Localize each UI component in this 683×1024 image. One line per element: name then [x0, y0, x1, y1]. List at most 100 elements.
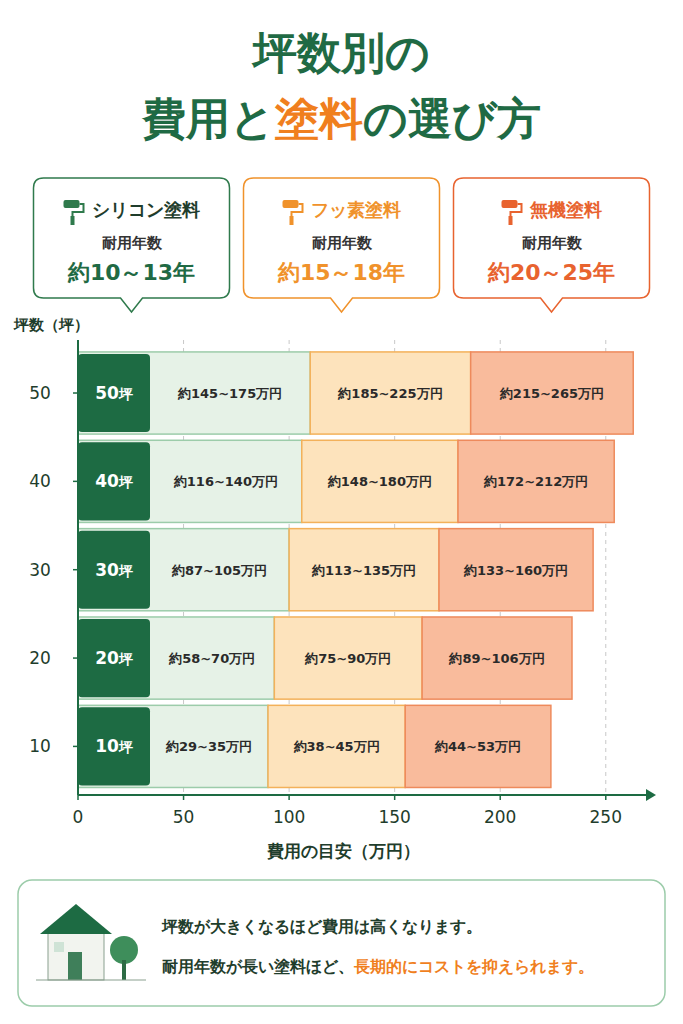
- roller-icon: [283, 200, 299, 208]
- bar-segment: [78, 705, 268, 787]
- segment-label: 約89~106万円: [448, 651, 544, 666]
- category-box: [78, 442, 150, 520]
- x-tick: [77, 795, 79, 800]
- roller-icon: [292, 204, 303, 216]
- text-span: 坪: [118, 474, 133, 490]
- bar-segment: [439, 529, 593, 611]
- roller-icon: [73, 204, 84, 216]
- category-label: 20坪: [95, 648, 133, 668]
- bar-segment: [289, 529, 439, 611]
- segment-label: 約148~180万円: [327, 474, 432, 489]
- segment-label: 約133~160万円: [463, 563, 568, 578]
- x-tick: [183, 795, 185, 800]
- segment-label: 約185~225万円: [337, 386, 442, 401]
- segment-label: 約87~105万円: [171, 563, 267, 578]
- legend-durability: 約15～18年: [277, 260, 405, 285]
- bar-segment: [78, 440, 302, 522]
- house-icon: [40, 904, 112, 934]
- bar-segment: [310, 352, 470, 434]
- segment-label: 約38~45万円: [293, 739, 380, 754]
- x-tick: [605, 795, 607, 800]
- category-box: [78, 707, 150, 785]
- segment-label: 約172~212万円: [483, 474, 588, 489]
- x-axis: [78, 794, 648, 796]
- bar-segment: [268, 705, 405, 787]
- x-tick: [394, 795, 396, 800]
- bar-segment: [78, 352, 310, 434]
- text-span: 坪: [118, 651, 133, 667]
- bar-segment: [274, 617, 422, 699]
- y-tick-label: 50: [29, 383, 51, 403]
- roller-icon: [509, 216, 513, 225]
- category-box: [78, 354, 150, 432]
- x-tick-label: 150: [378, 807, 410, 827]
- legend-card: フッ素塗料耐用年数約15～18年: [244, 178, 440, 312]
- text-span: 耐用年数が長い塗料ほど、: [162, 957, 354, 976]
- text-span: 坪: [118, 739, 133, 755]
- house-icon: [68, 952, 82, 980]
- category-box: [78, 619, 150, 697]
- roller-icon: [511, 204, 522, 216]
- segment-label: 約75~90万円: [304, 651, 391, 666]
- bar-segment: [405, 705, 551, 787]
- bar-segment: [302, 440, 458, 522]
- segment-label: 約44~53万円: [434, 739, 521, 754]
- y-tick-label: 30: [29, 560, 51, 580]
- x-tick-label: 100: [273, 807, 305, 827]
- x-tick-label: 200: [484, 807, 516, 827]
- y-tick: [73, 569, 78, 571]
- note-frame: [18, 880, 665, 1006]
- note-text: 耐用年数が長い塗料ほど、長期的にコストを抑えられます。: [162, 957, 594, 976]
- text-span: 坪: [118, 386, 133, 402]
- bar-segment: [422, 617, 572, 699]
- roller-icon: [502, 200, 518, 208]
- x-axis-title: 費用の目安（万円）: [266, 841, 420, 861]
- x-tick-label: 0: [73, 807, 84, 827]
- segment-label: 約113~135万円: [311, 563, 416, 578]
- text-span: 30: [95, 560, 119, 580]
- house-icon: [54, 942, 64, 952]
- y-axis-title: 坪数（坪）: [13, 316, 89, 334]
- category-label: 50坪: [95, 383, 133, 403]
- x-tick: [288, 795, 290, 800]
- card-frame: [34, 178, 230, 312]
- roller-icon: [64, 200, 80, 208]
- ground-line: [36, 980, 146, 981]
- roller-icon: [71, 216, 75, 225]
- text-span: 塗料: [274, 93, 363, 144]
- legend-label: シリコン塗料: [92, 199, 200, 220]
- legend-subtitle: 耐用年数: [102, 234, 163, 252]
- text-span: 長期的にコストを抑えられます。: [353, 957, 594, 976]
- legend-label: 無機塗料: [529, 199, 602, 220]
- legend-subtitle: 耐用年数: [522, 234, 583, 252]
- text-span: 費用と: [141, 93, 275, 144]
- legend-durability: 約20～25年: [487, 260, 615, 285]
- x-tick-label: 50: [173, 807, 195, 827]
- text-span: 坪: [118, 563, 133, 579]
- category-label: 30坪: [95, 560, 133, 580]
- tree-icon: [122, 960, 126, 980]
- text-span: 50: [95, 383, 119, 403]
- category-label: 10坪: [95, 736, 133, 756]
- y-tick: [73, 657, 78, 659]
- bar-segment: [78, 617, 274, 699]
- category-label: 40坪: [95, 471, 133, 491]
- legend-subtitle: 耐用年数: [312, 234, 373, 252]
- page: 坪数別の費用と塗料の選び方シリコン塗料耐用年数約10～13年フッ素塗料耐用年数約…: [0, 0, 683, 1024]
- legend-durability: 約10～13年: [67, 260, 195, 285]
- y-tick: [73, 392, 78, 394]
- bar-segment: [471, 352, 634, 434]
- segment-label: 約145~175万円: [177, 386, 282, 401]
- grid-line: [78, 340, 79, 795]
- house-icon: [48, 930, 104, 980]
- segment-label: 約215~265万円: [499, 386, 604, 401]
- title: 費用と塗料の選び方: [141, 93, 541, 144]
- y-tick-label: 40: [29, 471, 51, 491]
- x-axis-arrow: [646, 789, 656, 801]
- legend-card: 無機塗料耐用年数約20～25年: [454, 178, 650, 312]
- segment-label: 約58~70万円: [168, 651, 255, 666]
- bar-segment: [458, 440, 614, 522]
- y-axis: [77, 340, 79, 795]
- card-frame: [454, 178, 650, 312]
- category-box: [78, 531, 150, 609]
